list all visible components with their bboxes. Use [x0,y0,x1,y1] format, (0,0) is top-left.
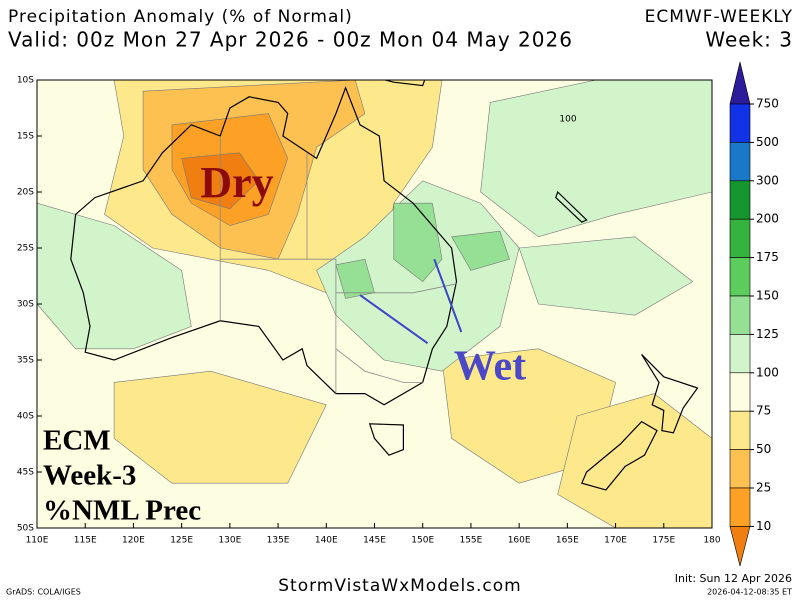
lon-label: 155E [459,536,482,546]
colorbar-label: 500 [756,135,779,149]
colorbar-box [729,449,751,489]
colorbar-box [729,487,751,527]
lon-label: 180 [703,536,720,546]
colorbar-cap [729,526,751,567]
lon-label: 125E [170,536,193,546]
model-name: ECMWF-WEEKLY [645,7,793,27]
annotation: ECM [43,425,111,457]
lat-label: 10S [17,76,34,86]
coastline [70,86,458,406]
lat-label: 30S [17,300,34,310]
lon-label: 145E [363,536,386,546]
wet-region [480,80,712,238]
colorbar-box [729,103,751,143]
colorbar-label: 175 [756,250,779,264]
colorbar-label: 100 [756,365,779,379]
valid-time: Valid: 00z Mon 27 Apr 2026 - 00z Mon 04 … [8,28,573,52]
coastline [382,80,426,87]
lat-label: 45S [17,468,34,478]
lon-label: 160E [508,536,531,546]
colorbar-label: 150 [756,289,779,303]
colorbar: 750 500 300 200 175 150 125 100 75 50 25 10 [729,61,779,567]
colorbar-box [729,180,751,220]
lon-label: 130E [218,536,241,546]
lat-label: 50S [17,524,34,534]
coastline [368,423,404,456]
annotation: %NML Prec [43,495,201,527]
site: StormVistaWxModels.com [278,576,522,596]
colorbar-cap [729,61,751,105]
lon-label: 135E [267,536,290,546]
colorbar-box [729,372,751,412]
colorbar-box [729,142,751,182]
coastline [555,190,588,223]
lat-label: 25S [17,244,34,254]
dry-region [113,370,327,484]
colorbar-label: 10 [756,519,771,533]
title: Precipitation Anomaly (% of Normal) [8,7,353,27]
lon-label: 170E [604,536,627,546]
colorbar-label: 750 [756,97,779,111]
colorbar-label: 50 [756,442,771,456]
lon-label: 120E [122,536,145,546]
colorbar-label: 300 [756,173,779,187]
lat-label: 40S [17,412,34,422]
annotation-arrow [359,294,429,345]
lat-label: 20S [17,188,34,198]
wet-region [518,236,694,316]
colorbar-label: 125 [756,327,779,341]
map-layers [37,80,712,528]
coastline [580,420,658,491]
state-border [335,348,423,383]
colorbar-box [729,295,751,335]
init-time: Init: Sun 12 Apr 2026 [675,572,792,585]
annotation-arrow [433,258,463,333]
timestamp: 2026-04-12-08:35 ET [707,588,792,597]
lon-label: 110E [26,536,49,546]
lon-label: 165E [556,536,579,546]
lat-label: 35S [17,356,34,366]
annotation: Wet [454,344,526,390]
lon-label: 150E [411,536,434,546]
colorbar-label: 25 [756,481,771,495]
annotation: Week-3 [43,460,136,492]
state-border [335,283,457,294]
coastline [641,353,699,434]
colorbar-box [729,334,751,374]
colorbar-box [729,410,751,450]
wet-region [451,230,510,271]
lon-label: 175E [652,536,675,546]
annotation: Dry [200,158,273,207]
wet-region [37,202,192,350]
colorbar-label: 75 [756,404,771,418]
week-label: Week: 3 [705,28,793,52]
colorbar-box [729,257,751,297]
colorbar-label: 200 [756,212,779,226]
lon-label: 140E [315,536,338,546]
lat-label: 15S [17,132,34,142]
colorbar-box [729,218,751,258]
credit: GrADS: COLA/IGES [6,588,81,597]
lon-label: 115E [74,536,97,546]
contour-label: 100 [559,115,576,125]
